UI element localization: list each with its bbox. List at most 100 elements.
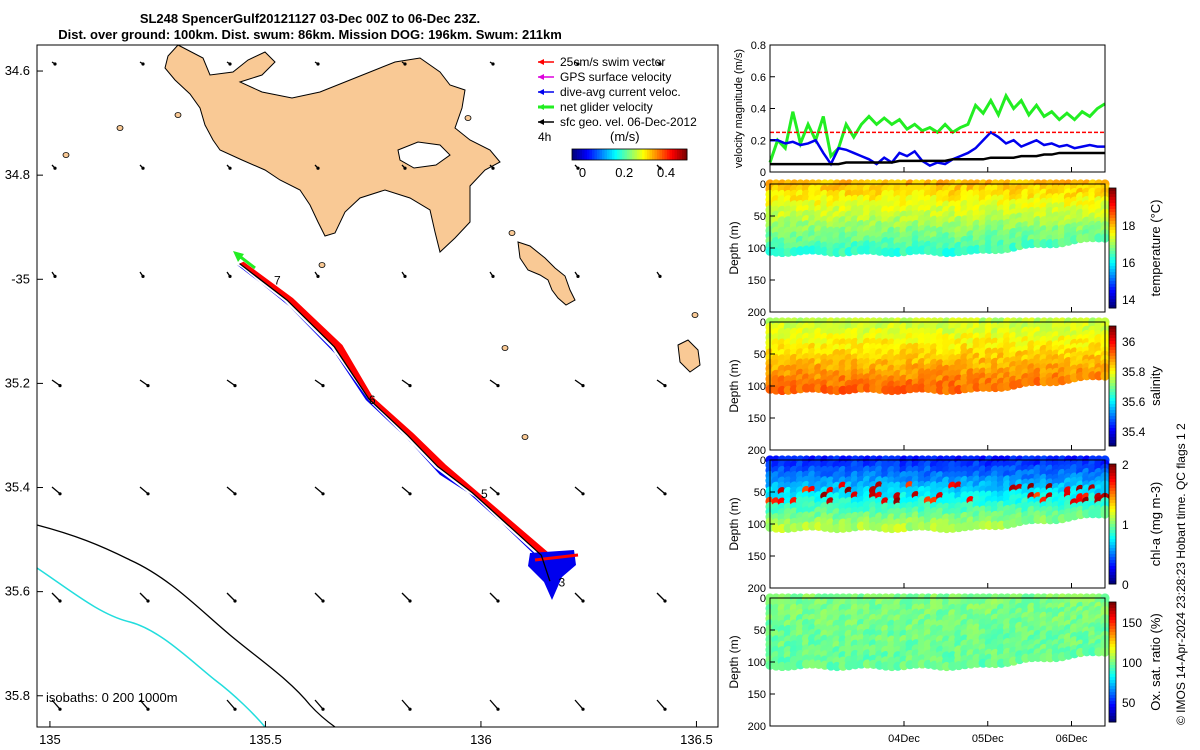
map-x-tick-label: 135.5 (249, 732, 282, 747)
colorbar-cell (1109, 644, 1116, 648)
colorbar-cell (1109, 434, 1116, 438)
sfc-vel-arrowhead (581, 492, 585, 496)
colorbar-cell (684, 149, 688, 160)
depth-axis-label: Depth (m) (727, 635, 741, 688)
colorbar-cell (609, 149, 613, 160)
sfc-vel-arrow (314, 592, 324, 602)
depth-tick-label: 200 (748, 307, 766, 319)
sfc-vel-arrowhead (491, 274, 495, 278)
colorbar-cell (1109, 422, 1116, 426)
sfc-vel-arrowhead (58, 599, 62, 603)
sfc-vel-arrowhead (408, 599, 412, 603)
colorbar-cell (1109, 572, 1116, 576)
colorbar-cell (682, 149, 685, 160)
colorbar-cell (1109, 635, 1116, 639)
depth-tick-label: 100 (748, 243, 766, 255)
sfc-vel-arrowhead (233, 599, 237, 603)
colorbar-cell (1109, 443, 1116, 447)
colorbar-cell (1109, 269, 1116, 273)
sfc-vel-arrow (574, 699, 584, 710)
colorbar-cell (1109, 485, 1116, 489)
legend-arrowhead (538, 74, 544, 80)
colorbar-cell (1109, 428, 1116, 432)
sfc-vel-arrowhead (228, 274, 232, 278)
sfc-vel-arrowhead (496, 384, 500, 388)
sfc-vel-arrowhead (403, 166, 407, 170)
colorbar-cell (1109, 197, 1116, 201)
sfc-vel-arrowhead (146, 384, 150, 388)
islet-8 (501, 345, 509, 351)
colorbar-tick-label: 0.2 (615, 165, 633, 180)
depth-tick-label: 50 (754, 625, 766, 637)
colorbar-cell (1109, 335, 1116, 339)
colorbar-cell (1109, 233, 1116, 237)
colorbar-cell (1109, 395, 1116, 399)
colorbar-cell (642, 149, 645, 160)
colorbar-cell (1109, 413, 1116, 417)
sfc-vel-arrowhead (321, 384, 325, 388)
sfc-vel-arrowhead (496, 599, 500, 603)
colorbar-cell (1109, 368, 1116, 372)
panel-colorbar-frame (1108, 463, 1117, 585)
islet-1 (62, 152, 70, 158)
colorbar-cell (1109, 401, 1116, 405)
colorbar-cell (1109, 440, 1116, 444)
sfc-vel-arrowhead (658, 274, 662, 278)
legend-arrowhead (538, 104, 544, 110)
depth-axis-label: Depth (m) (727, 497, 741, 550)
colorbar-cell (1109, 482, 1116, 486)
velocity-series-line (768, 92, 1106, 163)
depth-tick-label: 0 (760, 593, 766, 605)
colorbar-cell (1109, 641, 1116, 645)
map-y-tick-label: 34.6 (5, 63, 30, 78)
colorbar-cell (589, 149, 593, 160)
map-x-tick-label: 135 (39, 732, 61, 747)
map-y-tick-label: 35.2 (5, 375, 30, 390)
colorbar-cell (577, 149, 580, 160)
colorbar-cell (1109, 284, 1116, 288)
sfc-vel-arrowhead (663, 707, 667, 711)
depth-tick-label: 50 (754, 487, 766, 499)
colorbar-cell (1109, 578, 1116, 582)
colorbar-cell (599, 149, 603, 160)
colorbar-cell (624, 149, 628, 160)
islet-2 (116, 125, 124, 131)
colorbar-cell (1109, 191, 1116, 195)
colorbar-cell (594, 149, 598, 160)
sfc-vel-arrowhead (321, 492, 325, 496)
map-x-tick-label: 136.5 (680, 732, 713, 747)
sfc-vel-arrow (139, 379, 149, 387)
colorbar-cell (1109, 515, 1116, 519)
colorbar-cell (1109, 695, 1116, 699)
colorbar-cell (679, 149, 683, 160)
sfc-vel-arrow (314, 379, 324, 387)
colorbar-cell (1109, 476, 1116, 480)
sfc-vel-arrow (656, 699, 666, 710)
sfc-vel-arrowhead (58, 384, 62, 388)
panel-colorbar-tick: 0 (1122, 578, 1129, 592)
colorbar-cell (649, 149, 653, 160)
sfc-vel-arrow (574, 486, 584, 495)
colorbar-cell (1109, 479, 1116, 483)
sfc-vel-arrowhead (146, 707, 150, 711)
sfc-vel-arrowhead (233, 492, 237, 496)
sfc-vel-arrowhead (408, 707, 412, 711)
sfc-vel-arrow (51, 699, 61, 710)
colorbar-cell (1109, 356, 1116, 360)
colorbar-cell (1109, 392, 1116, 396)
colorbar-cell (597, 149, 600, 160)
colorbar-cell (1109, 629, 1116, 633)
colorbar-cell (1109, 668, 1116, 672)
sfc-vel-arrowhead (663, 599, 667, 603)
colorbar-cell (1109, 671, 1116, 675)
colorbar-cell (1109, 275, 1116, 279)
sfc-vel-arrowhead (146, 599, 150, 603)
colorbar-cell (574, 149, 578, 160)
islet-3 (464, 115, 472, 121)
panel-colorbar-tick: 150 (1122, 616, 1142, 630)
colorbar-cell (674, 149, 678, 160)
colorbar-cell (582, 149, 585, 160)
sfc-vel-arrowhead (141, 62, 145, 66)
legend-label: 25cm/s swim vector (560, 55, 665, 69)
colorbar-cell (1109, 431, 1116, 435)
